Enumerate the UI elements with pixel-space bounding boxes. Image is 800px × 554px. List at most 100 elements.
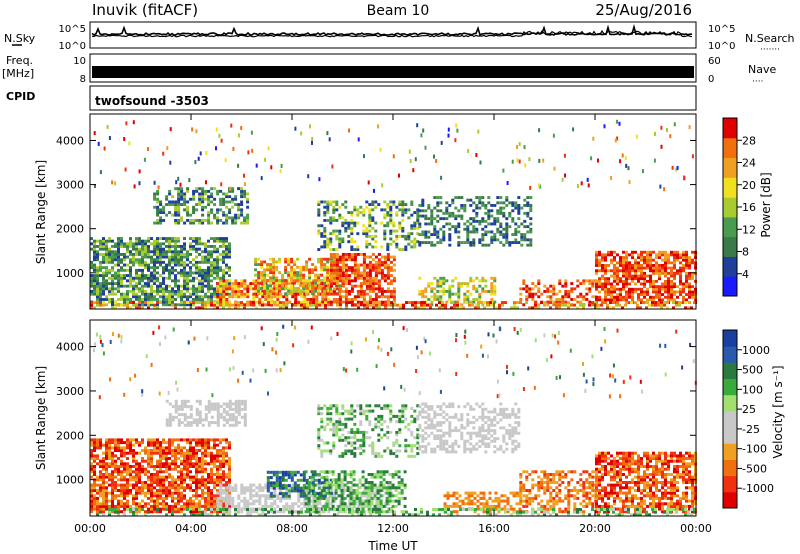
- heatmap-cell: [598, 253, 601, 257]
- heatmap-cell: [619, 295, 622, 299]
- heatmap-cell: [234, 402, 238, 406]
- heatmap-cell: [192, 462, 195, 466]
- heatmap-cell: [213, 266, 216, 270]
- heatmap-cell: [314, 281, 318, 285]
- heatmap-cell: [619, 277, 622, 281]
- heatmap-cell: [195, 239, 198, 243]
- heatmap-cell: [332, 298, 336, 301]
- heatmap-cell: [99, 470, 102, 474]
- heatmap-cell: [162, 237, 165, 240]
- heatmap-cell: [663, 187, 666, 192]
- heatmap-cell: [177, 189, 181, 193]
- heatmap-cell: [490, 284, 494, 288]
- heatmap-cell: [502, 243, 506, 247]
- heatmap-cell: [219, 189, 223, 193]
- heatmap-cell: [410, 226, 414, 230]
- heatmap-cell: [147, 284, 150, 288]
- heatmap-cell: [375, 306, 378, 310]
- heatmap-cell: [323, 279, 327, 282]
- heatmap-cell: [222, 300, 226, 304]
- heatmap-cell: [296, 257, 300, 261]
- heatmap-cell: [628, 261, 631, 265]
- heatmap-cell: [433, 298, 437, 301]
- heatmap-cell: [389, 268, 393, 272]
- heatmap-cell: [96, 250, 99, 254]
- heatmap-cell: [350, 268, 354, 272]
- heatmap-cell: [436, 282, 440, 285]
- heatmap-cell: [487, 211, 491, 215]
- heatmap-cell: [150, 250, 153, 254]
- heatmap-cell: [290, 276, 294, 280]
- heatmap-cell: [174, 446, 177, 450]
- heatmap-cell: [179, 182, 182, 187]
- heatmap-cell: [269, 257, 273, 261]
- heatmap-cell: [102, 457, 105, 460]
- heatmap-cell: [682, 298, 685, 302]
- heatmap-cell: [174, 489, 177, 492]
- heatmap-cell: [652, 287, 655, 291]
- heatmap-cell: [111, 260, 114, 264]
- heatmap-cell: [523, 238, 527, 242]
- heatmap-cell: [386, 295, 390, 299]
- heatmap-cell: [111, 454, 114, 458]
- heatmap-cell: [442, 235, 446, 239]
- heatmap-cell: [683, 175, 686, 180]
- heatmap-cell: [111, 276, 114, 280]
- heatmap-cell: [597, 303, 600, 307]
- heatmap-cell: [315, 306, 318, 310]
- heatmap-cell: [506, 181, 509, 185]
- heatmap-cell: [186, 421, 190, 425]
- heatmap-cell: [362, 224, 366, 228]
- heatmap-cell: [204, 441, 207, 445]
- heatmap-cell: [171, 478, 174, 482]
- heatmap-cell: [660, 144, 663, 149]
- heatmap-cell: [356, 271, 360, 275]
- heatmap-cell: [427, 230, 431, 234]
- heatmap-cell: [237, 496, 241, 500]
- heatmap-cell: [147, 276, 150, 280]
- heatmap-cell: [324, 298, 328, 301]
- heatmap-cell: [216, 221, 220, 225]
- heatmap-cell: [344, 205, 348, 209]
- heatmap-cell: [210, 481, 213, 484]
- heatmap-cell: [417, 306, 420, 310]
- heatmap-cell: [192, 287, 195, 291]
- heatmap-cell: [365, 287, 369, 291]
- heatmap-cell: [344, 287, 348, 291]
- heatmap-cell: [222, 239, 225, 243]
- heatmap-cell: [619, 290, 622, 294]
- heatmap-cell: [198, 413, 202, 417]
- heatmap-cell: [353, 221, 357, 225]
- heatmap-cell: [338, 303, 342, 307]
- heatmap-cell: [618, 303, 621, 307]
- heatmap-cell: [156, 287, 159, 291]
- heatmap-cell: [132, 284, 135, 288]
- heatmap-cell: [117, 276, 120, 280]
- heatmap-cell: [279, 295, 283, 299]
- heatmap-cell: [318, 284, 322, 288]
- heatmap-cell: [243, 219, 247, 222]
- heatmap-cell: [329, 300, 333, 304]
- heatmap-cell: [159, 449, 162, 452]
- heatmap-cell: [621, 306, 624, 310]
- heatmap-cell: [165, 489, 168, 492]
- heatmap-cell: [505, 235, 509, 239]
- heatmap-cell: [290, 271, 294, 274]
- heatmap-cell: [141, 271, 144, 275]
- heatmap-cell: [456, 301, 459, 304]
- heatmap-cell: [413, 226, 417, 230]
- heatmap-cell: [192, 284, 195, 288]
- heatmap-cell: [386, 242, 390, 246]
- heatmap-cell: [430, 217, 434, 221]
- heatmap-cell: [192, 195, 196, 199]
- heatmap-cell: [287, 263, 291, 266]
- heatmap-cell: [168, 258, 171, 262]
- heatmap-cell: [183, 467, 186, 471]
- heatmap-cell: [341, 282, 345, 285]
- heatmap-cell: [117, 483, 120, 487]
- heatmap-cell: [383, 229, 387, 233]
- heatmap-cell: [290, 279, 294, 282]
- heatmap-cell: [323, 211, 327, 214]
- heatmap-cell: [168, 260, 171, 264]
